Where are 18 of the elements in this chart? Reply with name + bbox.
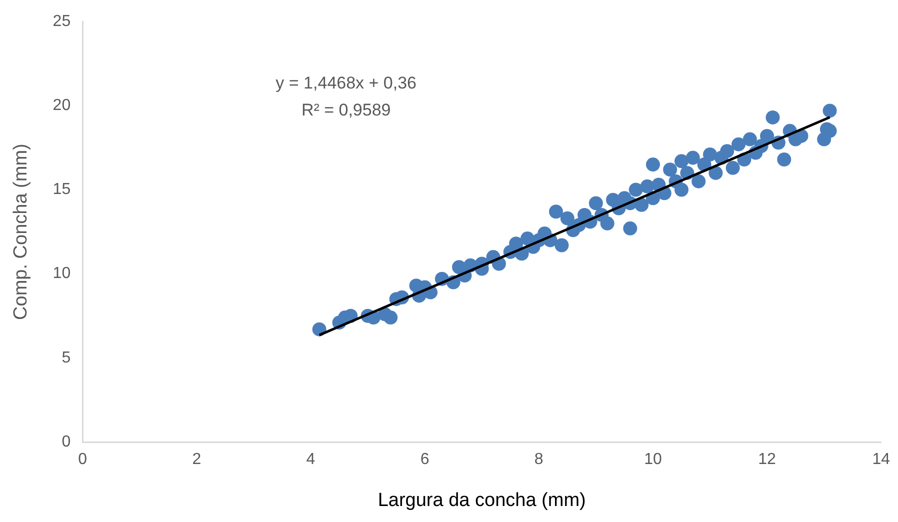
x-axis-title: Largura da concha (mm) xyxy=(378,490,586,511)
x-tick-label: 12 xyxy=(758,451,776,468)
annotation: R² = 0,9589 xyxy=(301,100,391,120)
x-tick-label: 4 xyxy=(306,451,316,468)
x-tick-label: 2 xyxy=(192,451,202,468)
x-tick-label: 10 xyxy=(644,451,662,468)
x-tick-label: 6 xyxy=(420,451,430,468)
annotation: y = 1,4468x + 0,36 xyxy=(276,73,417,92)
y-tick-label: 5 xyxy=(62,349,71,366)
x-tick-label: 0 xyxy=(78,451,88,468)
y-tick-label: 10 xyxy=(52,265,71,282)
x-tick-label: 14 xyxy=(872,451,890,468)
y-tick-label: 25 xyxy=(52,13,71,30)
y-tick-label: 20 xyxy=(52,97,71,114)
y-axis-title: Comp. Concha (mm) xyxy=(10,144,32,320)
y-tick-label: 0 xyxy=(62,433,71,450)
x-tick-label: 8 xyxy=(534,451,544,468)
y-tick-label: 15 xyxy=(52,181,71,198)
